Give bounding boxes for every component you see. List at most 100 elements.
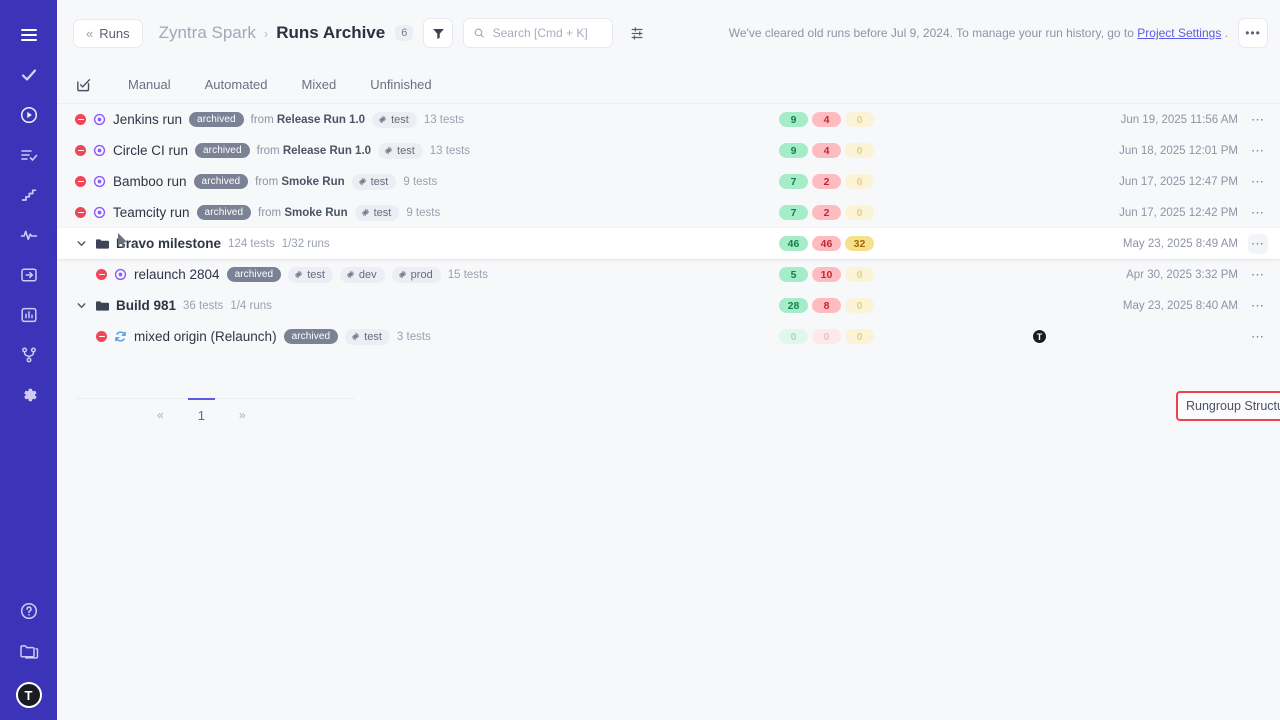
tag-chip[interactable]: test [351,173,397,190]
gear-icon[interactable] [10,376,48,414]
folder-icon[interactable] [10,632,48,670]
row-left: Jenkins run archived from Release Run 1.… [75,111,465,128]
table-row-folder[interactable]: Bravo milestone 124 tests 1/32 runs 46 4… [57,228,1280,259]
from-name: Smoke Run [284,206,348,219]
table-row[interactable]: mixed origin (Relaunch) archived test 3 … [57,321,1280,352]
row-more-button[interactable]: ⋯ [1251,298,1265,313]
row-more-button[interactable]: ⋯ [1251,205,1265,220]
row-left: Bamboo run archived from Smoke Run test … [75,173,437,190]
top-bar: « Runs Zyntra Spark › Runs Archive 6 [57,0,1280,66]
tag-chip[interactable]: test [345,328,390,345]
check-icon[interactable] [10,56,48,94]
tag-chip[interactable]: test [354,204,400,221]
table-row[interactable]: Teamcity run archived from Smoke Run tes… [57,197,1280,228]
folder-title: Bravo milestone [116,236,222,251]
passed-count: 5 [779,267,808,282]
skipped-count: 0 [845,174,874,189]
skipped-count: 0 [845,329,874,344]
status-badge: archived [196,205,252,220]
gear-icon [398,270,406,279]
table-row[interactable]: relaunch 2804 archived test dev prod 15 [57,259,1280,290]
search-icon [475,28,485,38]
checklist-icon[interactable] [75,76,92,93]
help-icon[interactable] [10,592,48,630]
passed-count: 7 [779,174,808,189]
pagination-prev[interactable]: « [157,408,164,422]
back-to-runs-button[interactable]: « Runs [73,18,143,48]
filter-icon[interactable] [423,18,454,48]
failed-count: 2 [812,205,841,220]
tab-bar: Manual Automated Mixed Unfinished [57,66,1280,104]
ellipsis-icon: ••• [1245,26,1261,40]
run-title: mixed origin (Relaunch) [134,329,277,344]
row-more-button[interactable]: ⋯ [1251,329,1265,344]
pagination-page-1[interactable]: 1 [187,398,215,431]
status-badge: archived [189,112,244,127]
from-prefix: from [250,113,277,126]
more-options-button[interactable]: ••• [1238,18,1268,48]
pagination-next[interactable]: » [238,408,246,422]
row-more-button[interactable]: ⋯ [1251,112,1265,127]
tab-mixed[interactable]: Mixed [301,77,337,92]
tests-count: 124 tests [228,237,275,250]
tests-count: 13 tests [423,113,465,126]
tag-chip[interactable]: prod [391,266,441,283]
row-right: May 23, 2025 8:40 AM ⋯ [1123,296,1268,316]
login-icon[interactable] [10,256,48,294]
tag-chip[interactable]: test [372,111,417,128]
tests-count: 9 tests [406,206,441,219]
gear-icon [378,115,387,124]
row-more-button[interactable]: ⋯ [1248,233,1268,254]
project-settings-link[interactable]: Project Settings [1137,26,1222,40]
run-source: from Release Run 1.0 [251,114,365,126]
chevron-down-icon[interactable] [75,238,88,249]
row-more-button[interactable]: ⋯ [1251,267,1265,282]
skipped-count: 0 [845,143,874,158]
sliders-icon[interactable] [623,18,653,48]
table-row[interactable]: Circle CI run archived from Release Run … [57,135,1280,166]
menu-icon[interactable] [10,16,48,54]
chevron-down-icon[interactable] [75,300,88,311]
chart-icon[interactable] [10,296,48,334]
breadcrumb: Zyntra Spark › Runs Archive 6 [159,23,414,43]
list-check-icon[interactable] [10,136,48,174]
run-date: Jun 17, 2025 12:42 PM [1119,206,1238,219]
tag-label: dev [358,268,377,281]
search-input[interactable] [463,18,614,48]
row-left: Circle CI run archived from Release Run … [75,142,470,159]
passed-count: 9 [779,112,808,127]
tab-manual[interactable]: Manual [128,77,171,92]
avatar[interactable]: T [15,682,42,708]
tag-chip[interactable]: dev [339,266,385,283]
from-name: Release Run 1.0 [282,144,372,157]
status-badge: archived [283,329,339,344]
steps-icon[interactable] [10,176,48,214]
result-counts: 46 46 32 [779,236,874,251]
tag-chip[interactable]: test [288,266,333,283]
rungroup-structure-label: Rungroup Structure [1186,399,1280,413]
tag-chip[interactable]: test [378,142,423,159]
row-right: Jun 18, 2025 12:01 PM ⋯ [1119,141,1268,161]
page-title: Runs Archive [276,23,386,42]
run-source: from Release Run 1.0 [257,145,371,157]
row-user-avatar[interactable]: T [1032,329,1047,344]
gear-icon [358,177,366,186]
row-more-button[interactable]: ⋯ [1251,143,1265,158]
search-field[interactable] [492,26,603,40]
row-more-button[interactable]: ⋯ [1251,174,1265,189]
skipped-count: 0 [845,205,874,220]
run-date: Jun 19, 2025 11:56 AM [1120,113,1238,126]
breadcrumb-project[interactable]: Zyntra Spark [158,23,256,42]
play-circle-icon[interactable] [10,96,48,134]
row-right: Jun 19, 2025 11:56 AM ⋯ [1121,110,1268,130]
table-row[interactable]: Bamboo run archived from Smoke Run test … [57,166,1280,197]
tab-unfinished[interactable]: Unfinished [370,77,432,92]
branch-icon[interactable] [10,336,48,374]
table-row[interactable]: Jenkins run archived from Release Run 1.… [57,104,1280,135]
table-row-folder[interactable]: Build 981 36 tests 1/4 runs 28 8 0 May 2… [57,290,1280,321]
failed-count: 2 [812,174,841,189]
runs-count: 1/32 runs [281,237,330,250]
row-right: Jun 17, 2025 12:42 PM ⋯ [1119,203,1268,223]
activity-icon[interactable] [10,216,48,254]
tab-automated[interactable]: Automated [204,77,268,92]
